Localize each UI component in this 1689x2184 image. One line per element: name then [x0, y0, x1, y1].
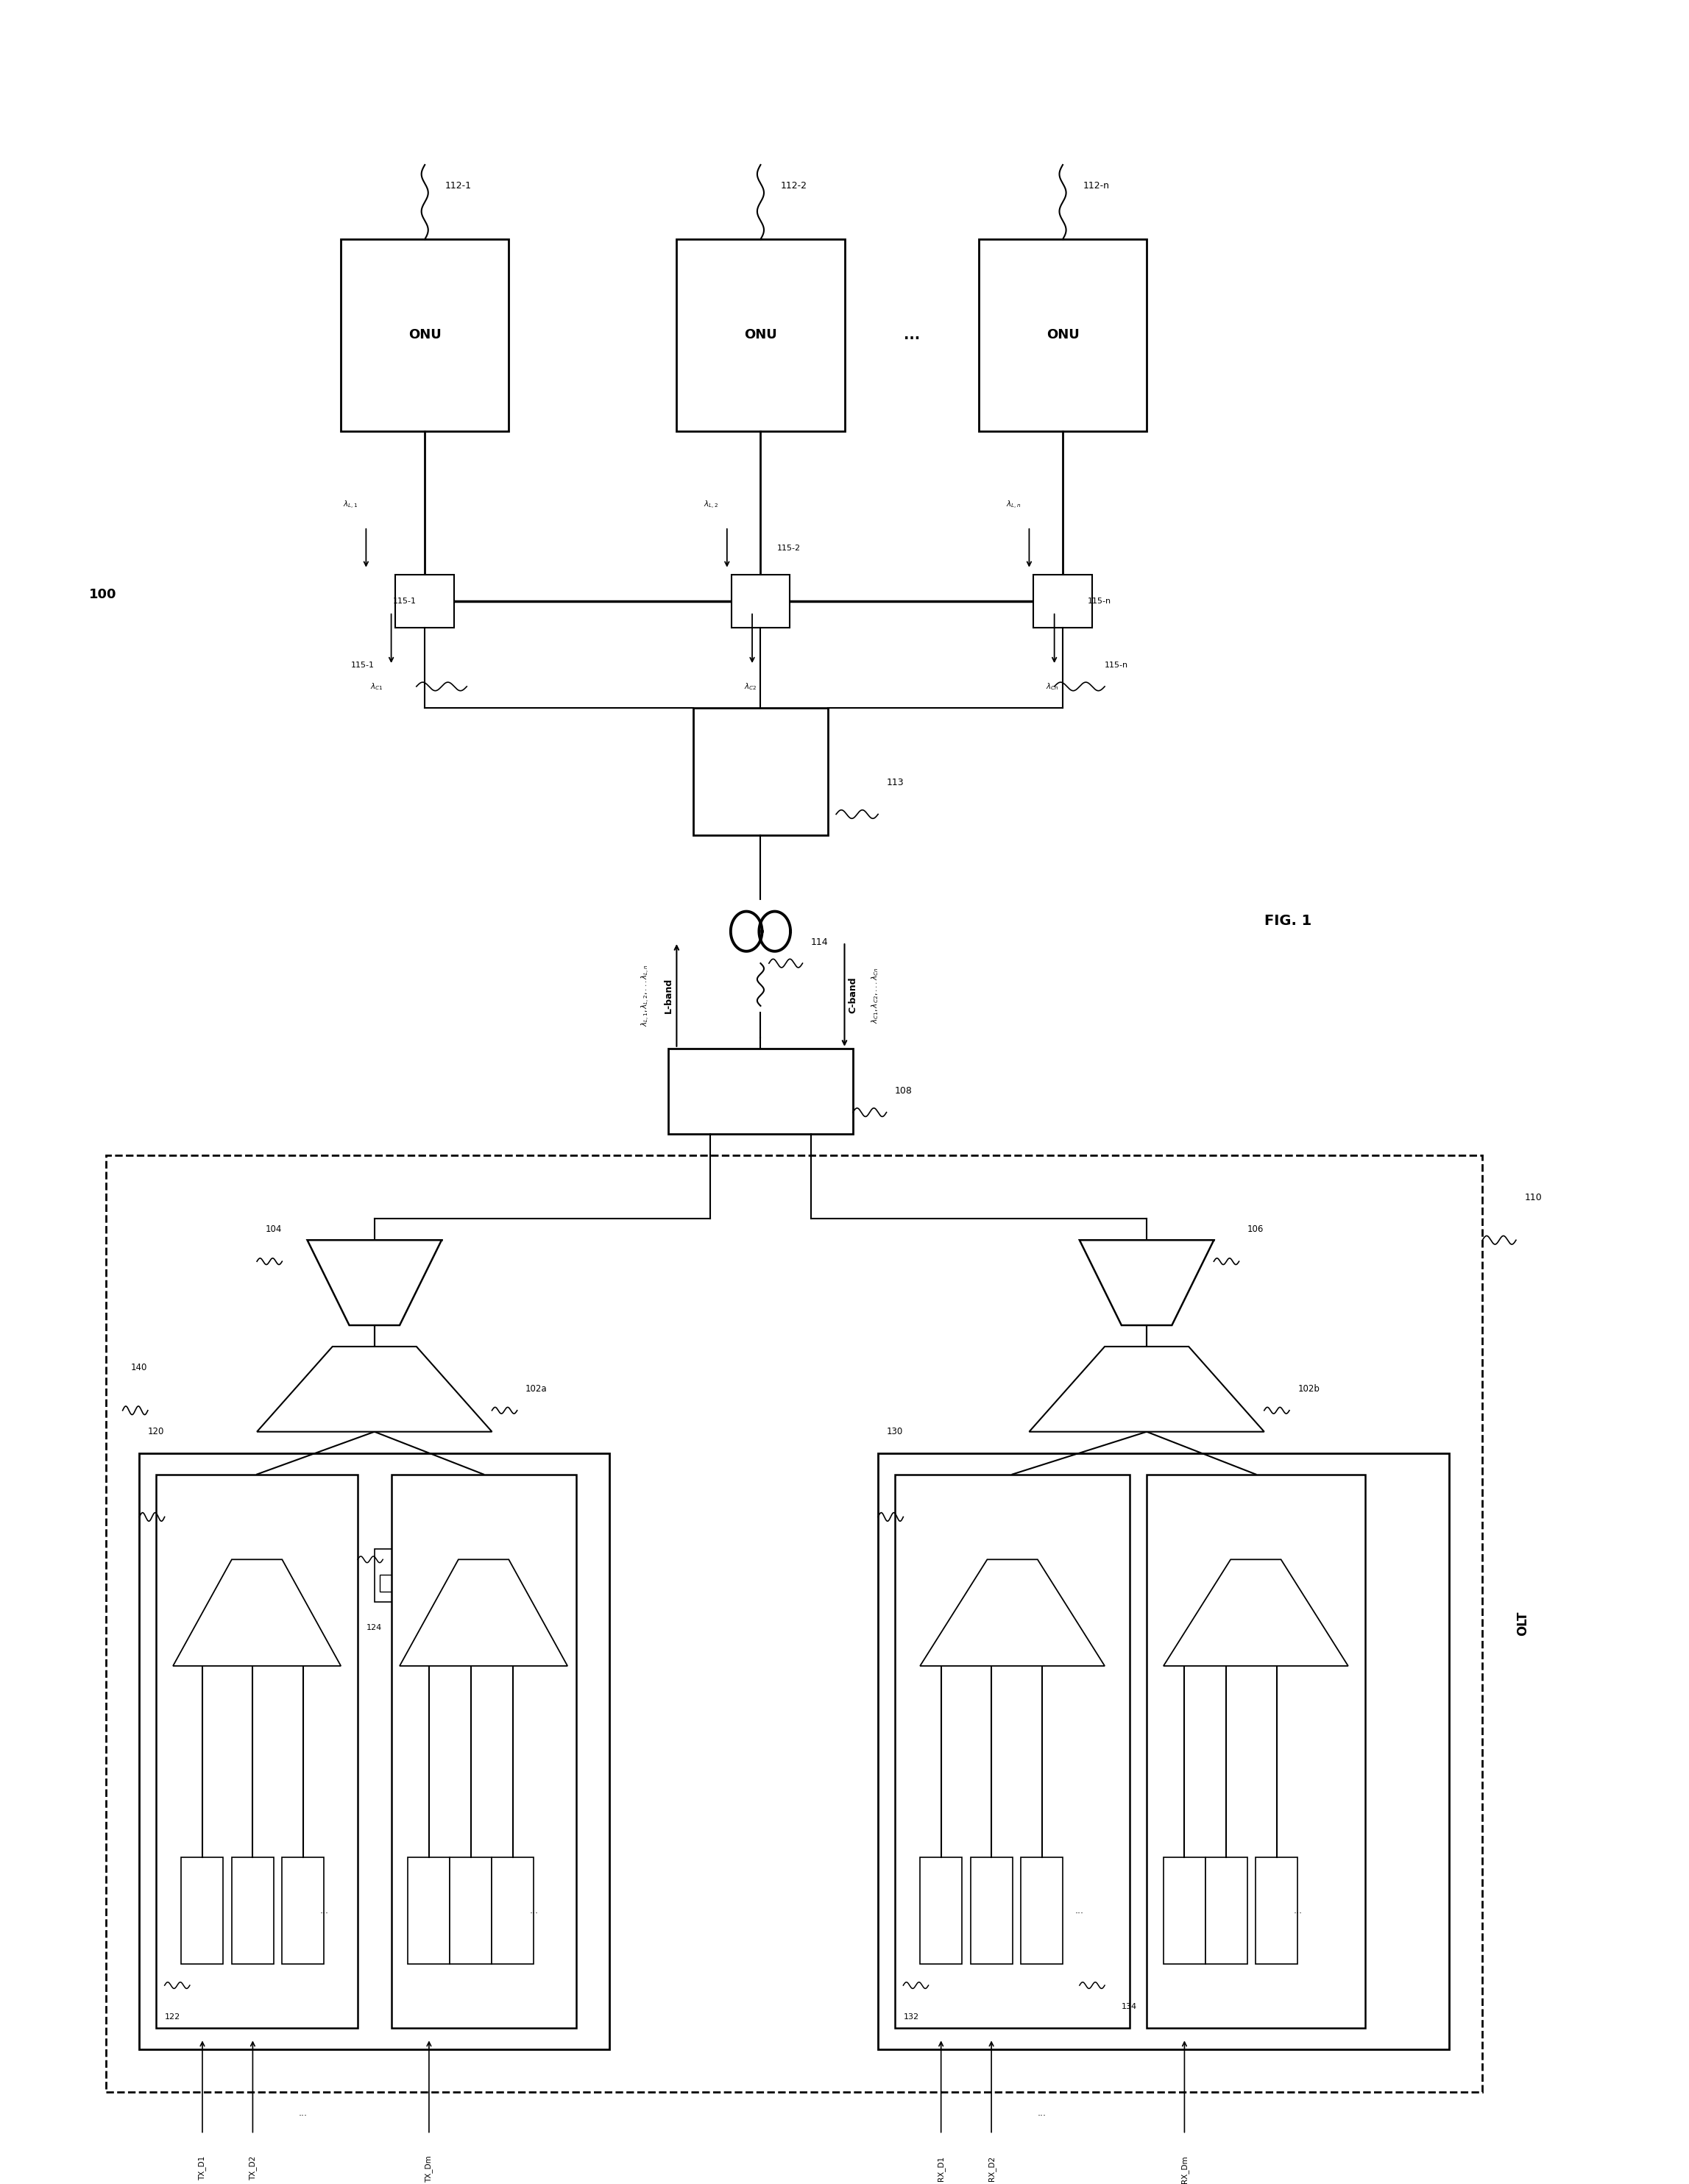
Text: ONU: ONU — [409, 328, 441, 341]
Text: 124: 124 — [367, 1625, 382, 1631]
Text: $\lambda_{L,1}$: $\lambda_{L,1}$ — [343, 500, 358, 511]
Text: $\lambda_{C1}, \lambda_{C2}, ...\lambda_{Cn}$: $\lambda_{C1}, \lambda_{C2}, ...\lambda_… — [870, 968, 880, 1024]
Bar — [971, 1859, 1012, 1963]
Text: 110: 110 — [1525, 1192, 1542, 1201]
Polygon shape — [307, 1241, 441, 1326]
Text: 112-2: 112-2 — [780, 181, 807, 190]
Text: $\lambda_{L,n}$: $\lambda_{L,n}$ — [1005, 500, 1020, 511]
Text: ONU: ONU — [745, 328, 777, 341]
Text: $\lambda_{L,2}$: $\lambda_{L,2}$ — [704, 500, 718, 511]
Text: ...: ... — [904, 328, 921, 343]
Bar — [1020, 1859, 1062, 1963]
Text: 112-n: 112-n — [1083, 181, 1110, 190]
Text: L-band: L-band — [664, 978, 674, 1013]
Bar — [1034, 574, 1093, 629]
Text: ...: ... — [1294, 1907, 1302, 1915]
Bar — [106, 1155, 1483, 2092]
Bar — [1206, 1859, 1248, 1963]
Text: $\lambda_{L,1}, \lambda_{L,2}, ...\lambda_{L,n}$: $\lambda_{L,1}, \lambda_{L,2}, ...\lambd… — [640, 963, 652, 1026]
Text: 100: 100 — [90, 587, 117, 601]
Bar — [895, 1474, 1130, 2029]
Bar — [669, 1048, 853, 1133]
Text: $\lambda_{C2}$: $\lambda_{C2}$ — [743, 681, 757, 692]
Bar — [1147, 1474, 1365, 2029]
Bar — [341, 240, 508, 430]
Text: ONU: ONU — [1045, 328, 1079, 341]
Polygon shape — [921, 1559, 1105, 1666]
Text: ...: ... — [1076, 1907, 1084, 1915]
Text: 130: 130 — [887, 1426, 904, 1437]
Text: 113: 113 — [887, 778, 904, 786]
Bar — [375, 1548, 409, 1603]
Text: 115-n: 115-n — [1105, 662, 1128, 668]
Bar — [694, 708, 828, 836]
Text: OLT: OLT — [1517, 1612, 1529, 1636]
Text: 120: 120 — [149, 1426, 164, 1437]
Text: 132: 132 — [904, 2014, 919, 2020]
Bar — [921, 1859, 963, 1963]
Bar — [140, 1452, 610, 2049]
Text: 115-1: 115-1 — [351, 662, 375, 668]
Polygon shape — [1164, 1559, 1348, 1666]
Bar — [231, 1859, 274, 1963]
Text: TX_D2: TX_D2 — [248, 2156, 257, 2180]
Text: 140: 140 — [132, 1363, 147, 1372]
Polygon shape — [1079, 1241, 1214, 1326]
Bar — [449, 1859, 491, 1963]
Polygon shape — [1029, 1348, 1263, 1433]
Bar — [878, 1452, 1449, 2049]
Text: TX_Dm: TX_Dm — [426, 2156, 432, 2182]
Bar — [491, 1859, 534, 1963]
Text: 115-2: 115-2 — [777, 544, 801, 553]
Text: 115-n: 115-n — [1088, 598, 1111, 605]
Bar — [181, 1859, 223, 1963]
Text: TX_D1: TX_D1 — [198, 2156, 206, 2180]
Text: 108: 108 — [895, 1085, 912, 1096]
Text: 112-1: 112-1 — [444, 181, 471, 190]
Text: RX_Dm: RX_Dm — [1181, 2156, 1189, 2184]
Bar — [392, 1474, 576, 2029]
Bar — [677, 240, 845, 430]
Bar — [1164, 1859, 1206, 1963]
Bar — [282, 1859, 324, 1963]
Text: 102b: 102b — [1297, 1385, 1319, 1393]
Bar — [980, 240, 1147, 430]
Text: ...: ... — [530, 1907, 539, 1915]
Text: RX_D2: RX_D2 — [988, 2156, 995, 2182]
Text: 122: 122 — [164, 2014, 181, 2020]
Bar — [155, 1474, 358, 2029]
Text: 114: 114 — [811, 937, 828, 948]
Bar — [1257, 1859, 1297, 1963]
Bar — [380, 1575, 394, 1592]
Bar — [395, 574, 454, 629]
Text: 102a: 102a — [525, 1385, 547, 1393]
Text: 104: 104 — [265, 1225, 282, 1234]
Polygon shape — [400, 1559, 568, 1666]
Text: ...: ... — [1037, 2108, 1045, 2118]
Text: 115-1: 115-1 — [394, 598, 417, 605]
Text: RX_D1: RX_D1 — [937, 2156, 946, 2182]
Bar — [731, 574, 790, 629]
Text: ...: ... — [319, 1907, 328, 1915]
Bar — [409, 1859, 449, 1963]
Text: 134: 134 — [1121, 2003, 1137, 2009]
Text: $\lambda_{Cn}$: $\lambda_{Cn}$ — [1045, 681, 1059, 692]
Polygon shape — [257, 1348, 491, 1433]
Polygon shape — [172, 1559, 341, 1666]
Text: $\lambda_{C1}$: $\lambda_{C1}$ — [370, 681, 383, 692]
Text: FIG. 1: FIG. 1 — [1263, 913, 1311, 928]
Text: C-band: C-band — [848, 976, 858, 1013]
Text: 106: 106 — [1248, 1225, 1263, 1234]
Text: ...: ... — [299, 2108, 307, 2118]
